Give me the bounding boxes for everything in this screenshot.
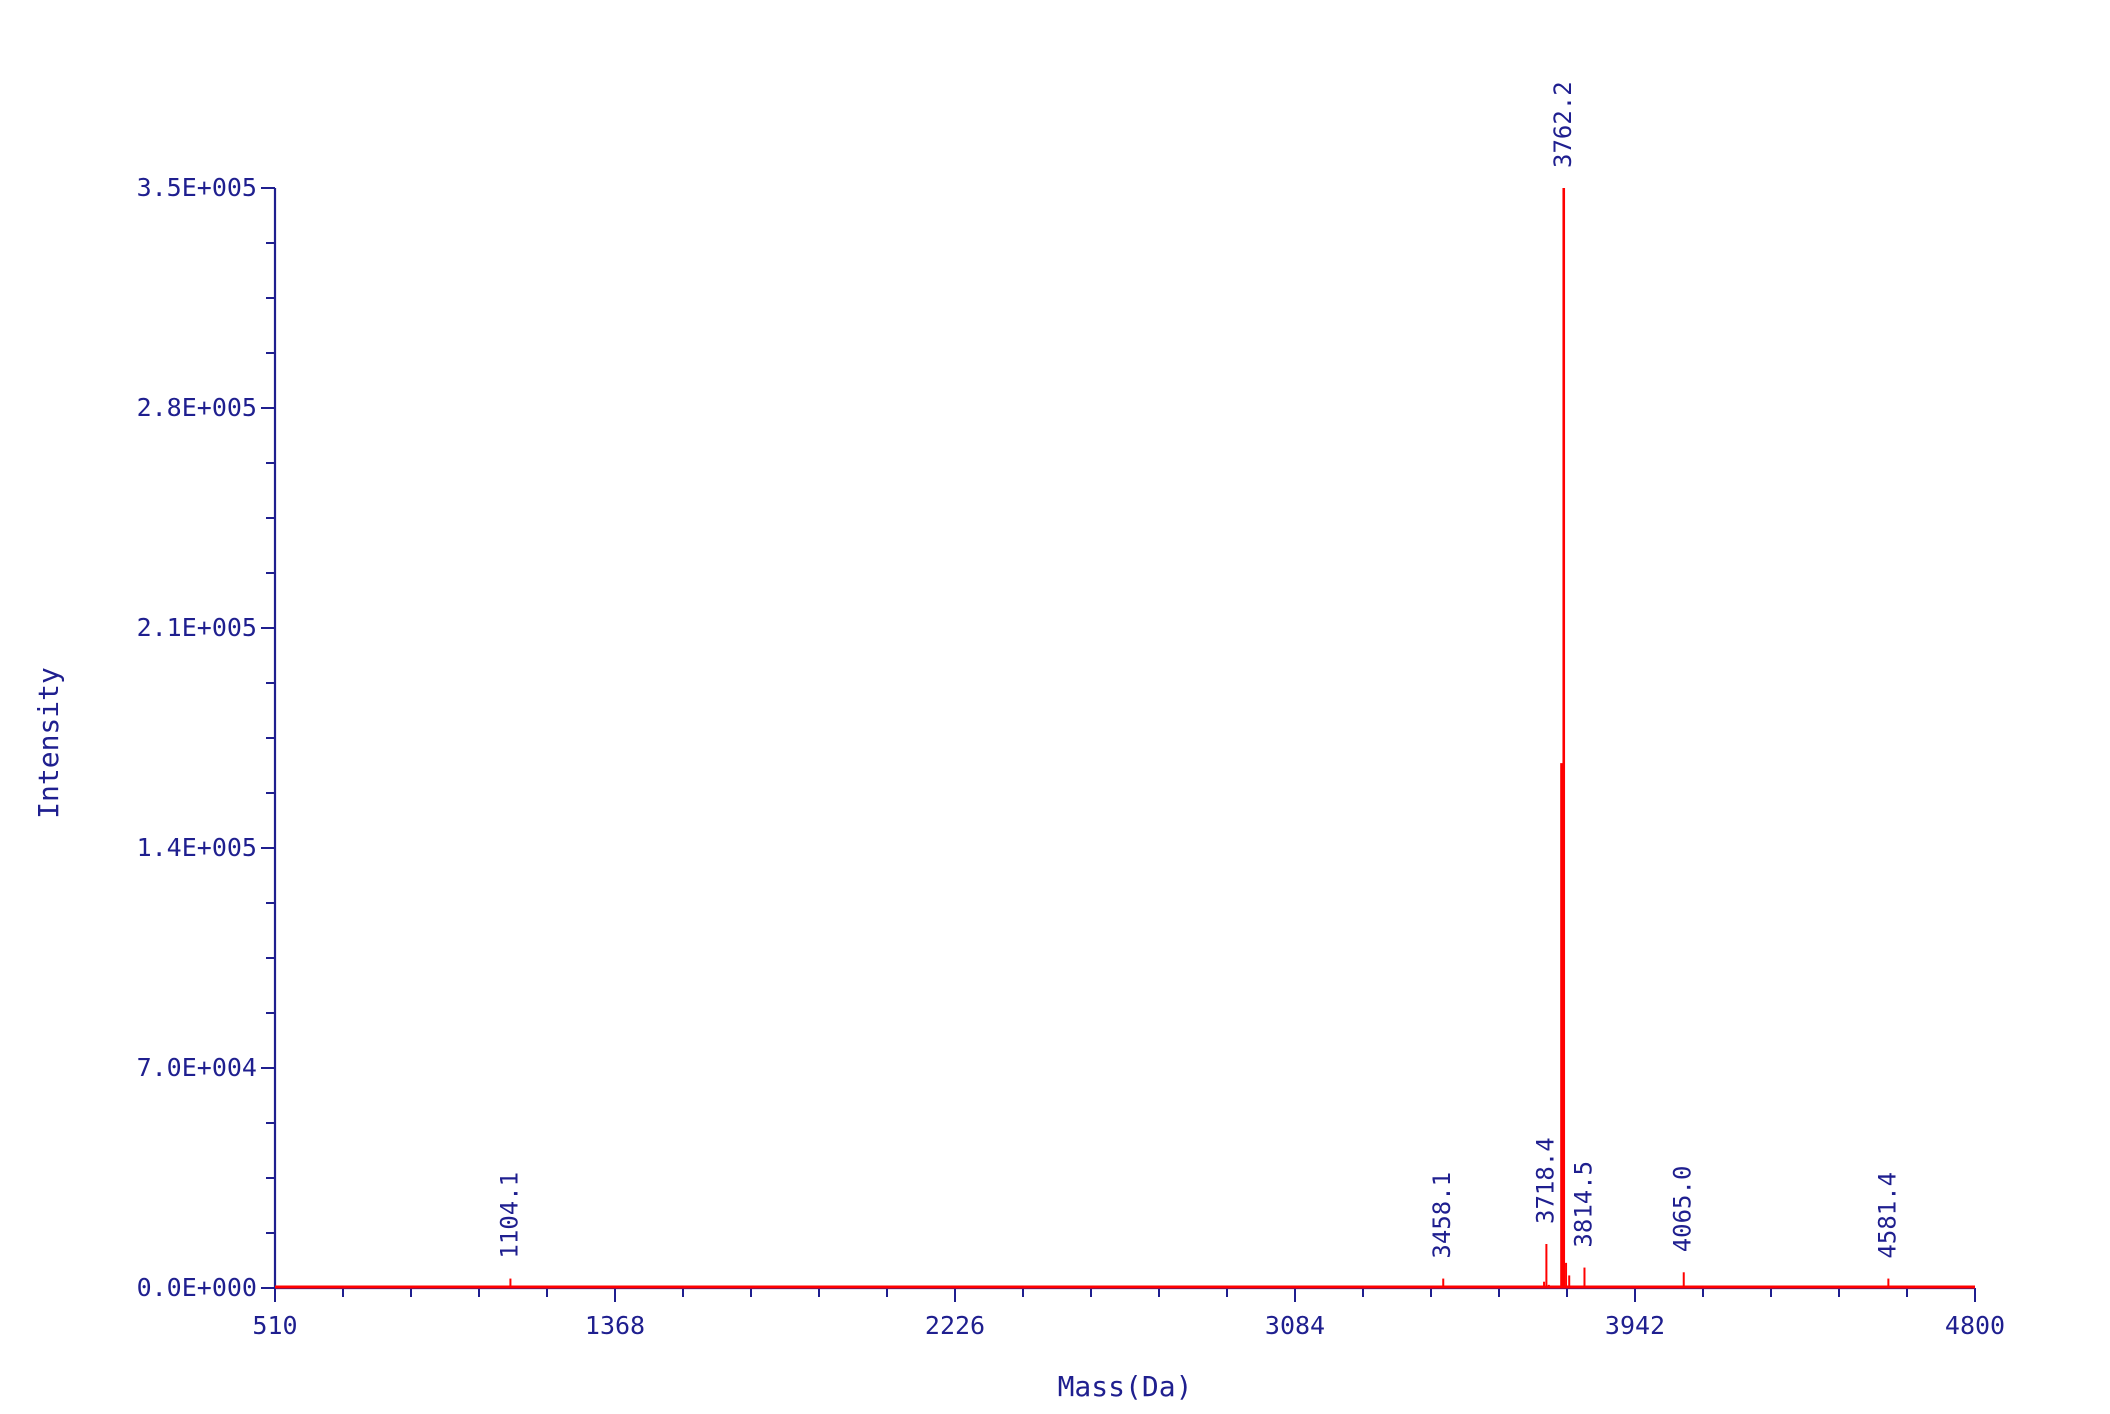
x-tick-label-2: 2226 — [925, 1311, 985, 1340]
ticks-layer: 510 1368 2226 3084 3942 4800 0.0E+000 7.0E+004 1… — [137, 173, 2006, 1340]
peak-label-0: 1104.1 — [495, 1172, 523, 1259]
y-tick-label-2: 1.4E+005 — [137, 833, 257, 862]
y-tick-label-0: 0.0E+000 — [137, 1273, 257, 1302]
x-tick-label-1: 1368 — [585, 1311, 645, 1340]
x-tick-label-4: 3942 — [1605, 1311, 1665, 1340]
x-axis-title: Mass(Da) — [1058, 1370, 1193, 1403]
y-tick-label-1: 7.0E+004 — [137, 1053, 257, 1082]
x-tick-label-0: 510 — [252, 1311, 297, 1340]
y-tick-label-3: 2.1E+005 — [137, 613, 257, 642]
y-tick-label-4: 2.8E+005 — [137, 393, 257, 422]
labels-layer: 1104.1 3458.1 3718.4 3762.2 3814.5 4065.0 4581… — [495, 81, 1901, 1258]
peak-label-3: 3762.2 — [1549, 81, 1577, 168]
axes-layer — [273, 188, 1975, 1290]
y-tick-label-5: 3.5E+005 — [137, 173, 257, 202]
peak-label-4: 3814.5 — [1569, 1161, 1597, 1248]
peak-label-5: 4065.0 — [1669, 1166, 1697, 1253]
series-layer — [275, 188, 1975, 1289]
peak-label-6: 4581.4 — [1873, 1172, 1901, 1259]
y-axis-title: Intensity — [32, 667, 65, 819]
peak-label-1: 3458.1 — [1428, 1172, 1456, 1259]
x-tick-label-3: 3084 — [1265, 1311, 1325, 1340]
x-tick-label-5: 4800 — [1945, 1311, 2005, 1340]
peak-label-2: 3718.4 — [1531, 1137, 1559, 1224]
